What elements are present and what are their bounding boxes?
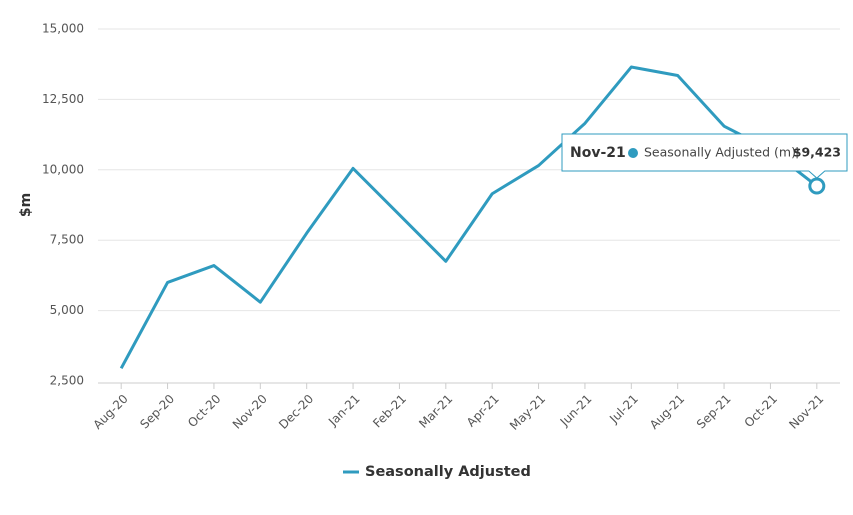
- y-tick-label: 10,000: [42, 162, 84, 176]
- x-tick-label: Aug-20: [90, 392, 130, 432]
- hover-point: [808, 177, 826, 195]
- x-tick-label: Sep-21: [694, 392, 734, 432]
- x-tick-label: Nov-20: [230, 392, 270, 432]
- x-tick-label: Aug-21: [647, 392, 687, 432]
- y-tick-label: 15,000: [42, 22, 84, 36]
- y-axis-title: $m: [18, 193, 34, 217]
- tooltip-label: Seasonally Adjusted (m):: [644, 145, 800, 160]
- series-line: [119, 65, 818, 370]
- x-tick-label: Feb-21: [370, 392, 409, 431]
- x-tick-label: Oct-21: [742, 392, 780, 430]
- y-tick-label: 7,500: [50, 233, 84, 247]
- x-tick-label: Oct-20: [185, 392, 223, 430]
- x-tick-label: Nov-21: [786, 392, 826, 432]
- legend-label: Seasonally Adjusted: [365, 464, 531, 480]
- x-tick-label: May-21: [507, 392, 548, 433]
- tooltip-category: Nov-21: [570, 145, 626, 161]
- tooltip-dot: [628, 148, 638, 158]
- x-tick-label: Sep-20: [137, 392, 177, 432]
- tooltip-value: $9,423: [793, 145, 841, 160]
- x-tick-label: Dec-20: [276, 392, 316, 432]
- y-tick-label: 12,500: [42, 92, 84, 106]
- x-tick-label: Jul-21: [606, 392, 641, 427]
- x-tick-label: Jan-21: [325, 392, 363, 430]
- y-tick-label: 5,000: [50, 303, 84, 317]
- tooltip-box: [561, 133, 848, 179]
- y-tick-label: 2,500: [50, 374, 84, 388]
- tooltip: Nov-21 Seasonally Adjusted (m):$9,423: [561, 133, 848, 179]
- x-tick-label: Mar-21: [416, 392, 455, 431]
- x-tick-label: Apr-21: [464, 392, 502, 430]
- x-tick-label: Jun-21: [557, 392, 595, 430]
